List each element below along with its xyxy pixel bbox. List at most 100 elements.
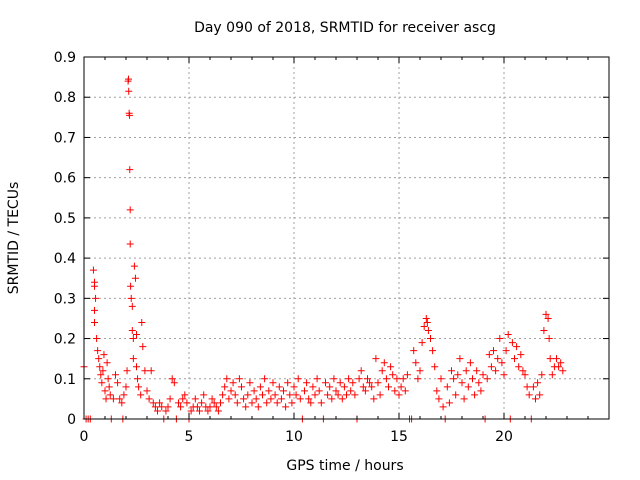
data-point [525, 391, 533, 399]
data-point [129, 355, 137, 363]
data-point [309, 383, 317, 391]
data-point [250, 387, 258, 395]
data-point [347, 387, 355, 395]
data-point [166, 395, 174, 403]
data-point [464, 383, 472, 391]
data-point [118, 399, 126, 407]
data-point [532, 395, 539, 403]
data-point [137, 391, 145, 399]
plot-frame [83, 56, 610, 420]
y-tick-label: 0.9 [54, 50, 76, 66]
data-point [414, 375, 422, 383]
data-point [427, 335, 434, 343]
data-point [125, 75, 133, 83]
data-point [240, 395, 248, 403]
data-point [225, 395, 233, 403]
data-point [462, 367, 470, 375]
y-tick-label: 0.5 [54, 211, 76, 227]
data-point [168, 375, 176, 383]
y-tick-label: 0.8 [54, 90, 76, 106]
data-point [138, 318, 146, 326]
x-tick-label: 5 [185, 429, 194, 445]
data-point [269, 379, 277, 387]
data-point [294, 375, 302, 383]
data-point [235, 375, 243, 383]
data-point [125, 87, 133, 95]
data-point [187, 407, 195, 415]
data-point [267, 395, 275, 403]
data-point [219, 391, 227, 399]
data-point [382, 375, 390, 383]
data-point [200, 391, 208, 399]
data-point [544, 314, 552, 322]
data-point [93, 335, 101, 343]
data-point [259, 391, 266, 399]
data-point [317, 399, 325, 407]
data-point [292, 391, 300, 399]
data-point [336, 379, 344, 387]
data-point [134, 375, 142, 383]
data-point [529, 383, 537, 391]
data-point [485, 351, 493, 359]
data-point [366, 379, 374, 387]
data-point [357, 367, 365, 375]
data-point [385, 383, 392, 391]
data-point [139, 343, 147, 351]
data-point [502, 347, 510, 355]
data-point [102, 395, 110, 403]
data-point [393, 375, 401, 383]
data-point [130, 262, 138, 270]
data-point [471, 391, 479, 399]
data-point [351, 391, 359, 399]
data-point [99, 367, 107, 375]
data-point [275, 383, 283, 391]
data-point [521, 371, 529, 379]
data-point [517, 351, 525, 359]
data-point [542, 310, 550, 318]
data-point [114, 379, 122, 387]
data-point [284, 379, 292, 387]
data-point [473, 367, 481, 375]
data-point [466, 359, 474, 367]
data-point [303, 379, 311, 387]
data-point [123, 367, 131, 375]
x-axis-title: GPS time / hours [286, 458, 403, 474]
data-point [429, 347, 437, 355]
data-point [252, 395, 260, 403]
data-point [104, 375, 112, 383]
x-tick-label: 0 [80, 429, 89, 445]
data-point [487, 363, 495, 371]
data-point [244, 391, 252, 399]
data-point [330, 375, 338, 383]
data-point [431, 363, 439, 371]
data-point [162, 407, 170, 415]
data-point [212, 403, 220, 411]
data-point [231, 391, 239, 399]
data-point [498, 359, 506, 367]
data-point [496, 335, 504, 343]
data-point [120, 391, 128, 399]
data-point [145, 395, 153, 403]
data-point [443, 383, 451, 391]
data-point [540, 327, 548, 335]
data-point [536, 391, 544, 399]
data-point [334, 391, 342, 399]
data-point [328, 395, 336, 403]
data-point [164, 403, 172, 411]
data-point [181, 391, 189, 399]
data-point [376, 391, 384, 399]
data-point [290, 383, 298, 391]
data-point [477, 387, 485, 395]
data-point [127, 294, 135, 302]
data-point [217, 399, 224, 407]
data-point [399, 375, 407, 383]
data-point [445, 399, 453, 407]
data-point [101, 387, 109, 395]
data-point [248, 399, 256, 407]
data-point [368, 383, 376, 391]
data-point [158, 403, 166, 411]
data-point [95, 355, 103, 363]
data-point [378, 367, 386, 375]
data-point [349, 379, 357, 387]
